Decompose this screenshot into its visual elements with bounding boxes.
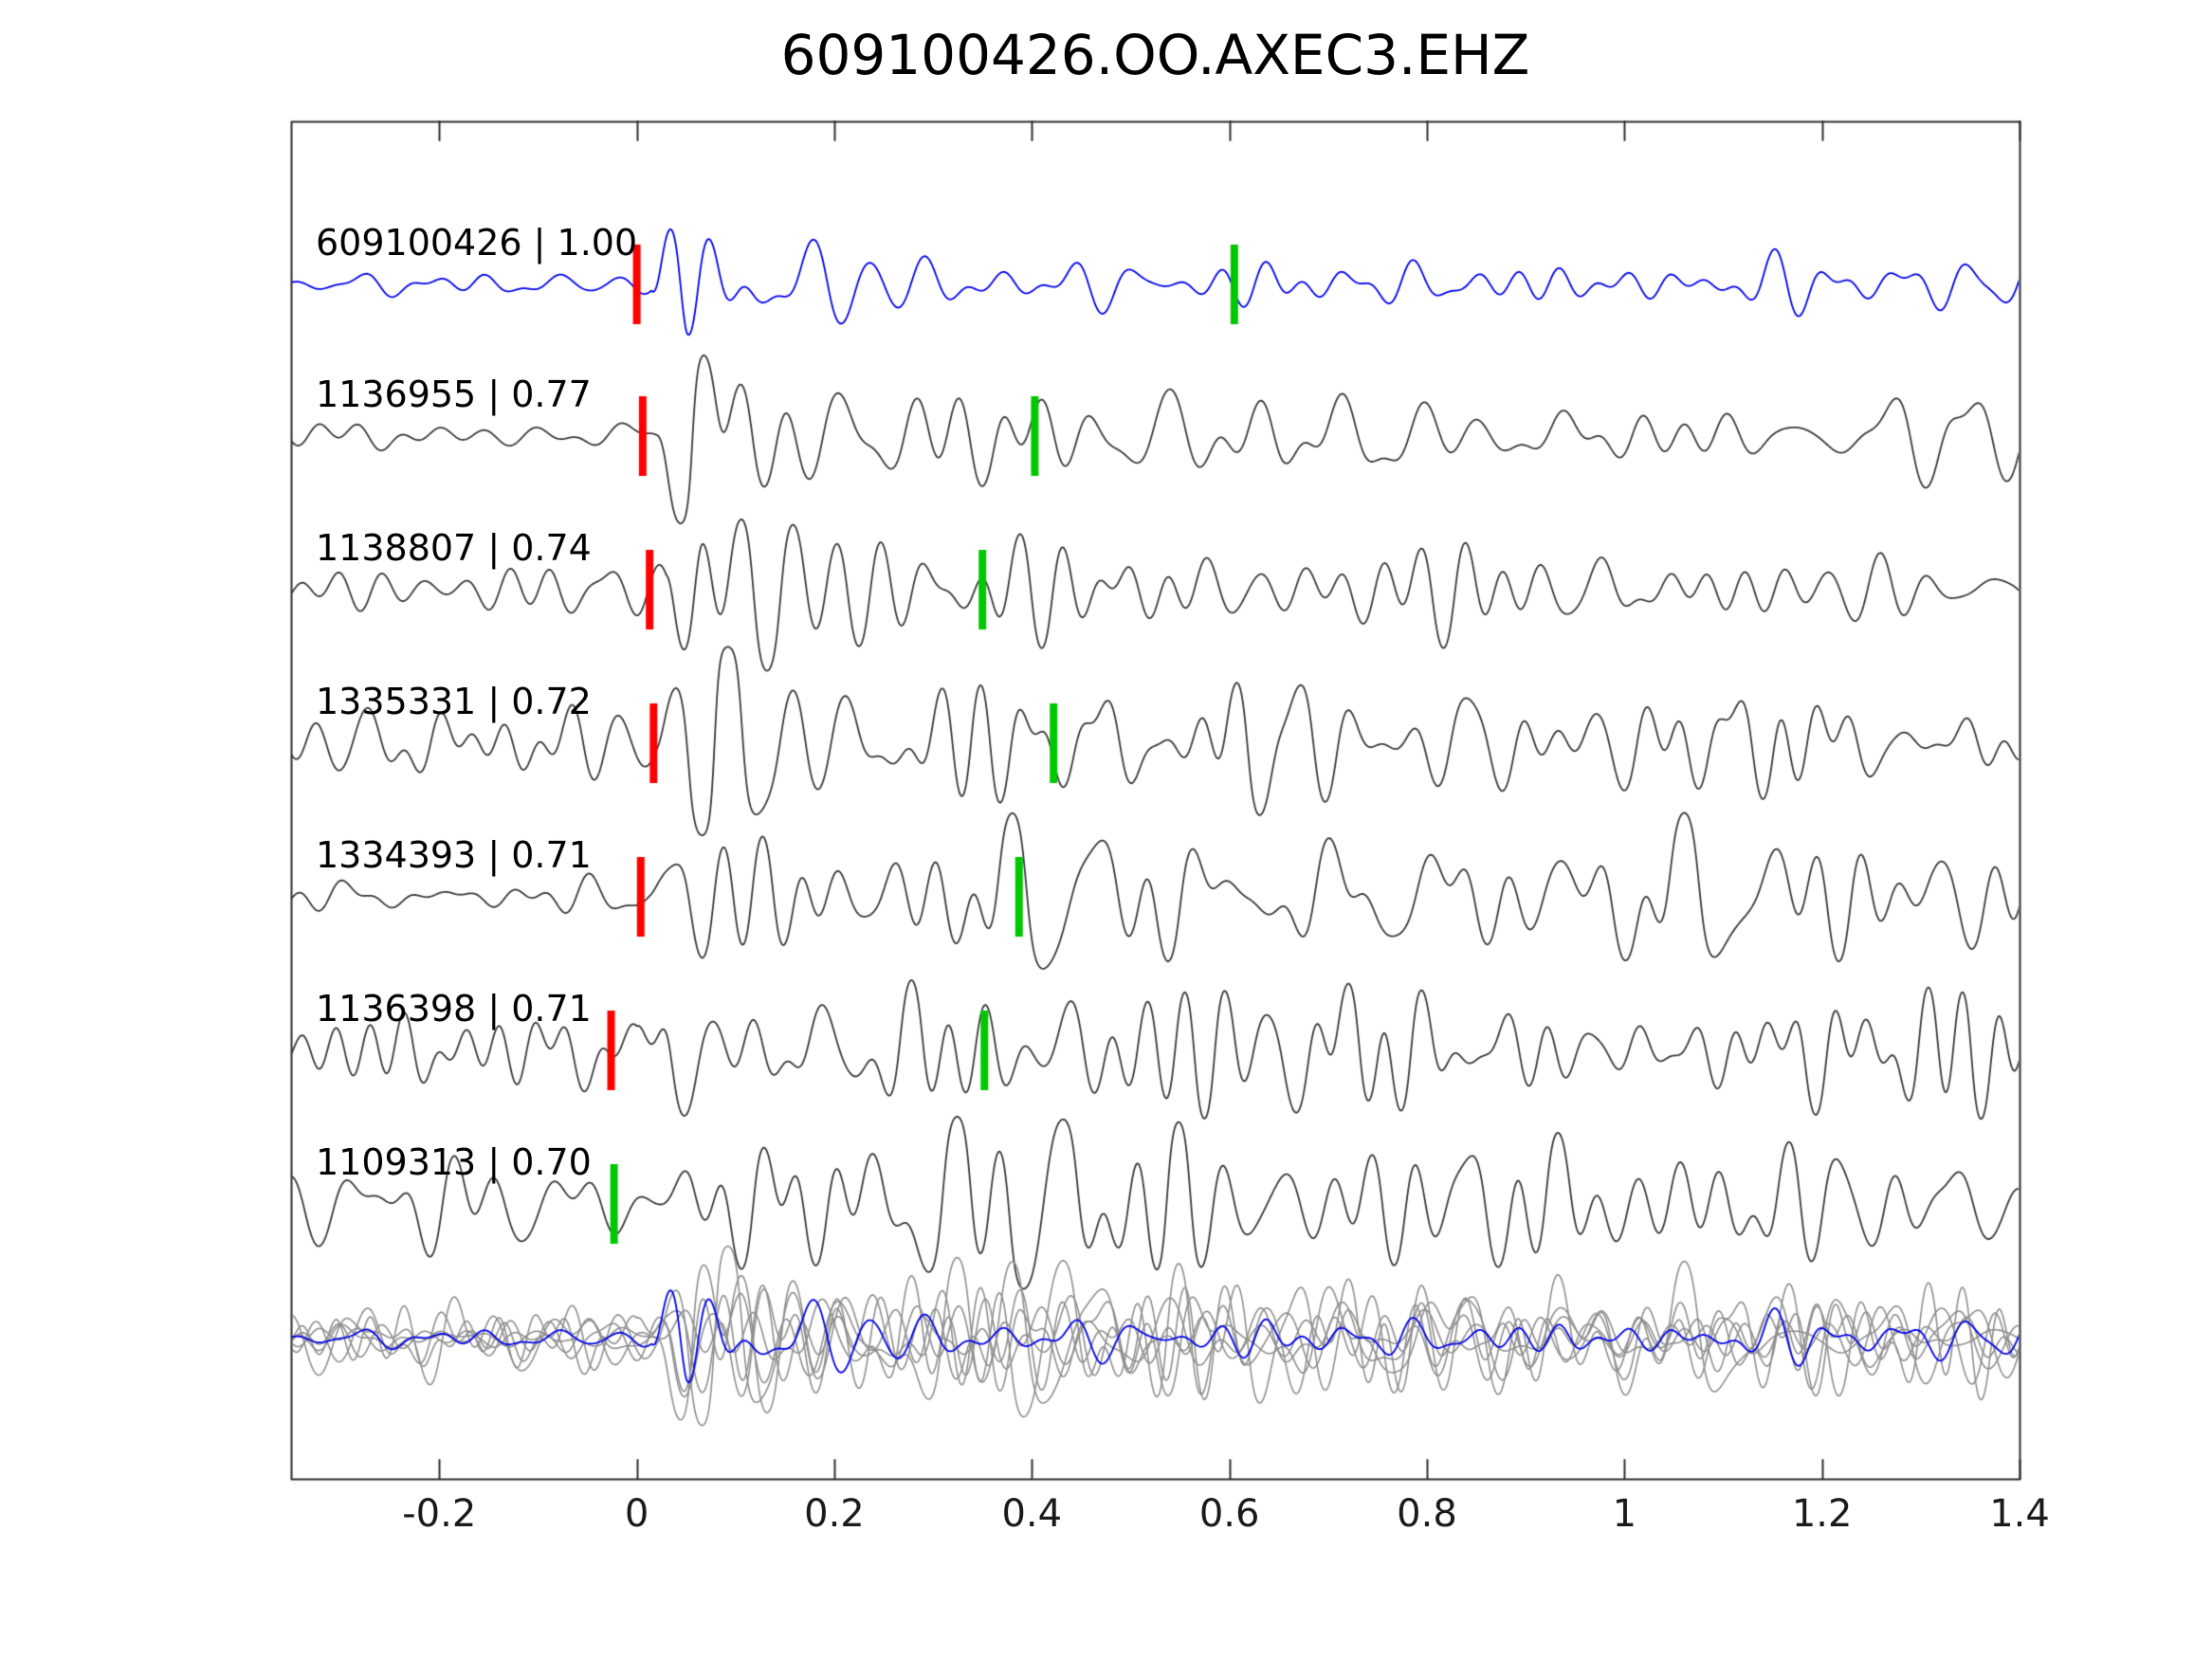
x-tick-label: 1 [1612,1492,1637,1536]
trace-label-1335331: 1335331 | 0.72 [316,681,592,722]
x-tick-label: 0 [624,1492,649,1536]
x-tick-label: 0.2 [804,1492,865,1536]
plot-title: 609100426.OO.AXEC3.EHZ [780,23,1530,87]
trace-label-1109313: 1109313 | 0.70 [316,1141,592,1183]
trace-label-1136398: 1136398 | 0.71 [316,988,592,1030]
x-tick-label: 0.4 [1001,1492,1063,1536]
x-tick-label: -0.2 [402,1492,477,1536]
x-tick-label: 1.2 [1791,1492,1853,1536]
x-tick-label: 1.4 [1989,1492,2050,1536]
x-tick-label: 0.6 [1198,1492,1260,1536]
trace-label-1136955: 1136955 | 0.77 [316,374,592,415]
trace-label-609100426: 609100426 | 1.00 [316,222,638,264]
trace-label-1138807: 1138807 | 0.74 [316,527,592,569]
trace-label-1334393: 1334393 | 0.71 [316,834,592,876]
x-tick-label: 0.8 [1397,1492,1457,1536]
